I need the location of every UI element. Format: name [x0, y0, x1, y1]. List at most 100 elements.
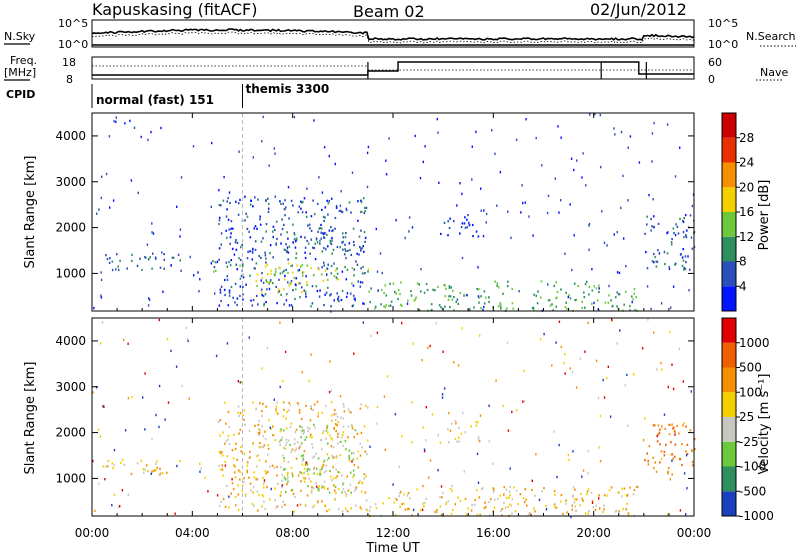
cell — [308, 477, 311, 480]
cell — [606, 494, 608, 497]
cell — [240, 246, 242, 249]
cell — [431, 413, 434, 416]
cell — [305, 292, 307, 295]
cell — [337, 470, 339, 474]
cell — [151, 470, 153, 473]
cell — [317, 412, 320, 415]
cell — [326, 458, 329, 461]
cell — [291, 264, 293, 267]
cell — [621, 495, 623, 498]
cell — [438, 304, 441, 307]
cell — [587, 488, 590, 491]
cell — [300, 207, 302, 210]
cell — [314, 426, 316, 429]
cell — [320, 223, 322, 226]
cell — [418, 309, 421, 312]
cell — [428, 476, 430, 479]
cell — [376, 331, 379, 334]
cell — [556, 475, 558, 479]
cell — [681, 256, 684, 259]
cell — [390, 300, 393, 303]
cell — [395, 513, 397, 517]
cell — [555, 305, 558, 308]
cell — [595, 359, 598, 362]
cell — [437, 433, 439, 437]
cell — [252, 251, 254, 254]
cell — [555, 341, 557, 344]
cell — [246, 257, 249, 260]
cell — [553, 284, 555, 288]
cell — [408, 216, 411, 219]
cell — [315, 285, 318, 288]
cell — [338, 488, 340, 491]
cell — [302, 457, 305, 460]
cell — [248, 429, 251, 433]
cell — [345, 256, 347, 260]
cell — [334, 216, 337, 220]
cell — [262, 435, 264, 438]
cell — [339, 395, 342, 398]
cell — [502, 292, 504, 295]
cell — [463, 294, 465, 297]
cell — [476, 452, 479, 456]
cell — [362, 245, 365, 248]
cell — [140, 459, 142, 462]
cell — [338, 300, 340, 303]
cell — [361, 247, 363, 250]
cell — [268, 287, 271, 291]
cell — [104, 478, 106, 481]
cell — [295, 257, 297, 260]
cell — [654, 461, 656, 464]
cell — [361, 446, 363, 449]
cell — [295, 457, 298, 460]
cell — [683, 268, 685, 271]
cell — [237, 469, 240, 472]
cell — [394, 290, 396, 294]
cell — [536, 302, 539, 305]
cell — [357, 219, 359, 222]
cell — [336, 455, 338, 458]
cell — [131, 259, 133, 263]
cell — [343, 253, 346, 256]
cell — [337, 432, 339, 435]
cell — [117, 265, 119, 268]
cell — [608, 284, 610, 288]
cell — [398, 494, 400, 497]
cell — [300, 200, 302, 203]
cell — [309, 227, 311, 230]
cell — [360, 403, 362, 406]
cell — [466, 294, 468, 297]
cell — [530, 513, 532, 517]
cell — [249, 456, 251, 459]
cell — [584, 283, 587, 286]
cell — [646, 452, 648, 455]
cell — [321, 191, 324, 194]
cell — [685, 450, 687, 453]
cell — [384, 284, 387, 287]
cell — [296, 401, 299, 405]
cell — [298, 408, 301, 412]
cell — [448, 412, 450, 415]
cell — [215, 269, 217, 272]
cell — [353, 463, 356, 467]
cell — [94, 509, 96, 512]
cell — [477, 235, 480, 238]
cell — [359, 442, 362, 445]
cell — [268, 164, 270, 167]
cell — [392, 483, 394, 486]
cell — [261, 414, 263, 417]
cell — [541, 490, 543, 493]
cell — [333, 299, 335, 302]
cell — [274, 487, 276, 490]
cell — [330, 475, 332, 478]
cell — [688, 289, 690, 292]
cell — [624, 290, 627, 293]
cell — [330, 243, 333, 246]
cell — [232, 457, 235, 460]
cell — [339, 246, 341, 249]
cell — [295, 288, 297, 291]
cell — [566, 307, 568, 310]
cell — [365, 452, 368, 456]
cell — [332, 446, 335, 449]
cell — [642, 438, 645, 442]
